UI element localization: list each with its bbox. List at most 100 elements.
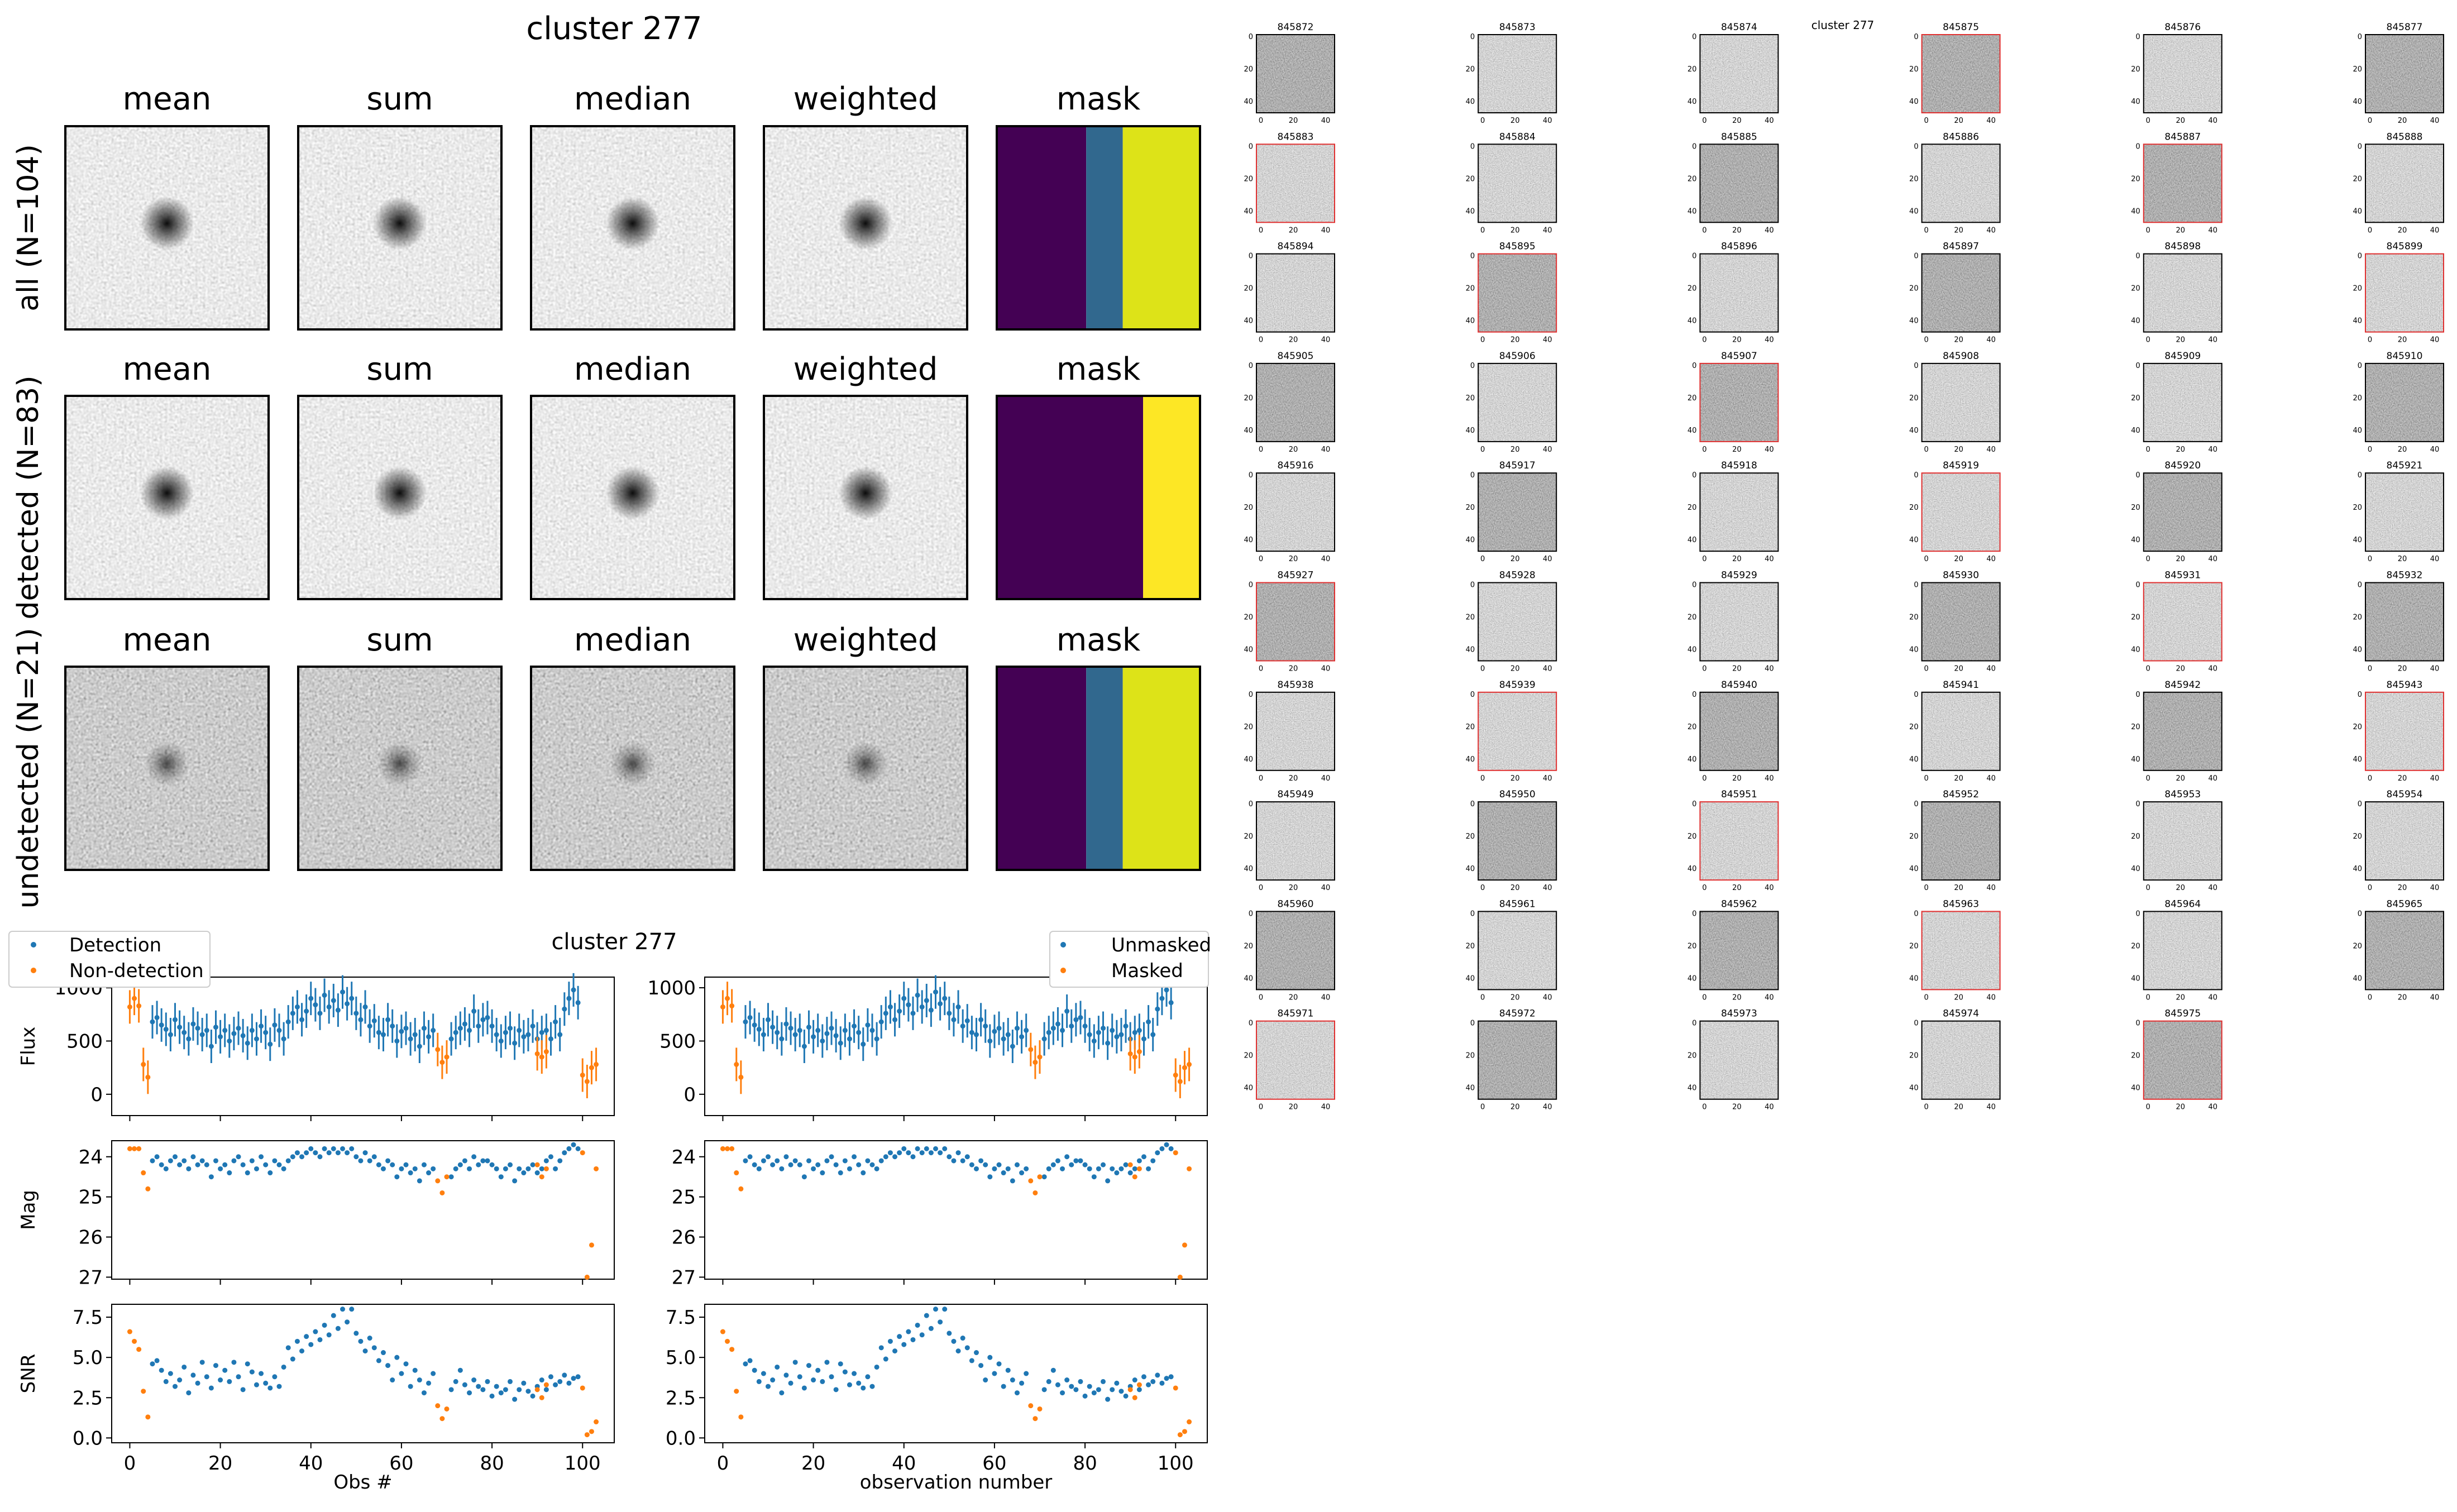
data-point bbox=[281, 1364, 286, 1370]
data-point bbox=[132, 1146, 137, 1151]
data-point bbox=[380, 1166, 386, 1171]
thumbnail-label: 845898 bbox=[2164, 241, 2201, 252]
thumbnail-x-tick: 40 bbox=[1765, 117, 1774, 125]
data-point bbox=[444, 1406, 450, 1411]
thumbnail-label: 845877 bbox=[2387, 22, 2423, 33]
data-point bbox=[439, 1190, 445, 1195]
data-point bbox=[801, 1174, 807, 1180]
data-point bbox=[996, 1026, 1002, 1031]
thumbnail-label: 845964 bbox=[2164, 898, 2201, 910]
data-point bbox=[403, 1361, 409, 1367]
thumbnail-x-tick: 40 bbox=[1765, 993, 1774, 1002]
data-point bbox=[444, 1054, 450, 1060]
data-point bbox=[1055, 1021, 1060, 1027]
stack-image-frame bbox=[64, 395, 270, 600]
thumbnail-x-tick: 0 bbox=[1924, 665, 1928, 673]
thumbnail-frame bbox=[1256, 801, 1335, 881]
data-point bbox=[308, 996, 314, 1001]
thumbnail-noise bbox=[1478, 1021, 1557, 1099]
data-point bbox=[788, 1026, 793, 1031]
thumbnail-x-tick: 20 bbox=[2176, 665, 2186, 673]
thumbnail-frame bbox=[2143, 253, 2222, 333]
data-point bbox=[1110, 1027, 1115, 1033]
data-point bbox=[1019, 1034, 1025, 1040]
data-point bbox=[806, 1025, 811, 1030]
thumbnail-x-tick: 20 bbox=[1510, 555, 1520, 563]
thumbnail-x-tick: 40 bbox=[1765, 336, 1774, 344]
data-point bbox=[512, 1178, 518, 1184]
thumbnail-x-tick: 40 bbox=[1321, 774, 1331, 783]
data-point bbox=[453, 1379, 458, 1384]
y-axis-label: Flux bbox=[17, 1027, 40, 1066]
data-point bbox=[575, 1000, 581, 1006]
data-point bbox=[919, 1332, 925, 1338]
data-point bbox=[1168, 1000, 1174, 1006]
thumbnail-y-tick: 40 bbox=[1909, 1084, 1919, 1093]
data-point bbox=[412, 1166, 418, 1171]
x-tick-label: 80 bbox=[1073, 1452, 1097, 1475]
thumbnail-x-tick: 0 bbox=[1259, 226, 1263, 235]
thumbnail-y-tick: 0 bbox=[2136, 33, 2140, 41]
data-point bbox=[987, 1038, 993, 1044]
thumbnail-x-tick: 0 bbox=[2146, 993, 2150, 1002]
data-point bbox=[177, 1025, 183, 1030]
data-point bbox=[792, 1158, 798, 1164]
thumbnail-y-tick: 0 bbox=[1692, 362, 1696, 370]
column-title: weighted bbox=[793, 351, 938, 387]
data-point bbox=[779, 1036, 785, 1042]
data-point bbox=[163, 1379, 169, 1384]
legend-left: Detection Non-detection bbox=[8, 931, 211, 988]
data-point bbox=[806, 1363, 811, 1369]
data-point bbox=[1046, 1166, 1051, 1171]
data-point bbox=[562, 1150, 567, 1156]
thumbnail-label: 845895 bbox=[1499, 241, 1536, 252]
y-tick-label: 27 bbox=[79, 1266, 103, 1289]
data-point bbox=[272, 1374, 278, 1380]
data-point bbox=[525, 1389, 531, 1394]
thumbnail: 845910 0 20 40 0 20 40 bbox=[2353, 351, 2444, 454]
data-point bbox=[335, 1150, 341, 1156]
data-point bbox=[150, 1019, 155, 1025]
column-title: mask bbox=[1057, 622, 1141, 658]
thumbnail-label: 845942 bbox=[2164, 680, 2201, 691]
data-point bbox=[208, 1174, 214, 1180]
thumbnail-x-tick: 40 bbox=[2430, 555, 2440, 563]
data-point bbox=[1132, 1174, 1137, 1180]
x-tick-label: 100 bbox=[1158, 1452, 1194, 1475]
thumbnail-y-tick: 20 bbox=[2353, 504, 2362, 512]
thumbnail-noise bbox=[1700, 911, 1779, 990]
data-point bbox=[530, 1393, 536, 1399]
thumbnail-y-tick: 0 bbox=[2358, 910, 2362, 918]
data-point bbox=[127, 1004, 132, 1009]
lightcurve-axes: 1000 500 0 bbox=[647, 973, 1208, 1121]
thumbnail: 845952 0 20 40 0 20 40 bbox=[1909, 789, 2001, 892]
thumbnail-x-tick: 40 bbox=[1543, 336, 1552, 344]
thumbnail-frame bbox=[2365, 34, 2444, 113]
data-point bbox=[494, 1384, 499, 1389]
data-point bbox=[403, 1026, 409, 1031]
data-point bbox=[1041, 1387, 1047, 1393]
data-point bbox=[1132, 1377, 1137, 1383]
data-point bbox=[380, 1032, 386, 1037]
data-point bbox=[317, 1011, 323, 1016]
thumbnail-y-tick: 0 bbox=[2358, 33, 2362, 41]
data-point bbox=[539, 1030, 544, 1035]
thumbnail-label: 845931 bbox=[2164, 570, 2201, 581]
data-point bbox=[996, 1162, 1002, 1168]
thumbnail-frame bbox=[1699, 253, 1779, 333]
thumbnail-y-tick: 20 bbox=[2131, 504, 2140, 512]
thumbnail-y-tick: 20 bbox=[1688, 832, 1697, 841]
data-point bbox=[756, 1166, 762, 1171]
data-point bbox=[285, 1019, 291, 1025]
thumbnail-label: 845965 bbox=[2387, 898, 2423, 910]
data-point bbox=[973, 1032, 979, 1037]
data-point bbox=[1127, 1170, 1133, 1176]
data-point bbox=[403, 1162, 409, 1168]
mask-band bbox=[997, 396, 1144, 599]
thumbnail-y-tick: 40 bbox=[1909, 536, 1919, 544]
thumbnail-label: 845917 bbox=[1499, 460, 1536, 471]
data-point bbox=[897, 1334, 902, 1339]
stack-image-frame bbox=[763, 395, 968, 600]
thumbnail-x-tick: 0 bbox=[1702, 993, 1706, 1002]
thumbnail-label: 845899 bbox=[2387, 241, 2423, 252]
